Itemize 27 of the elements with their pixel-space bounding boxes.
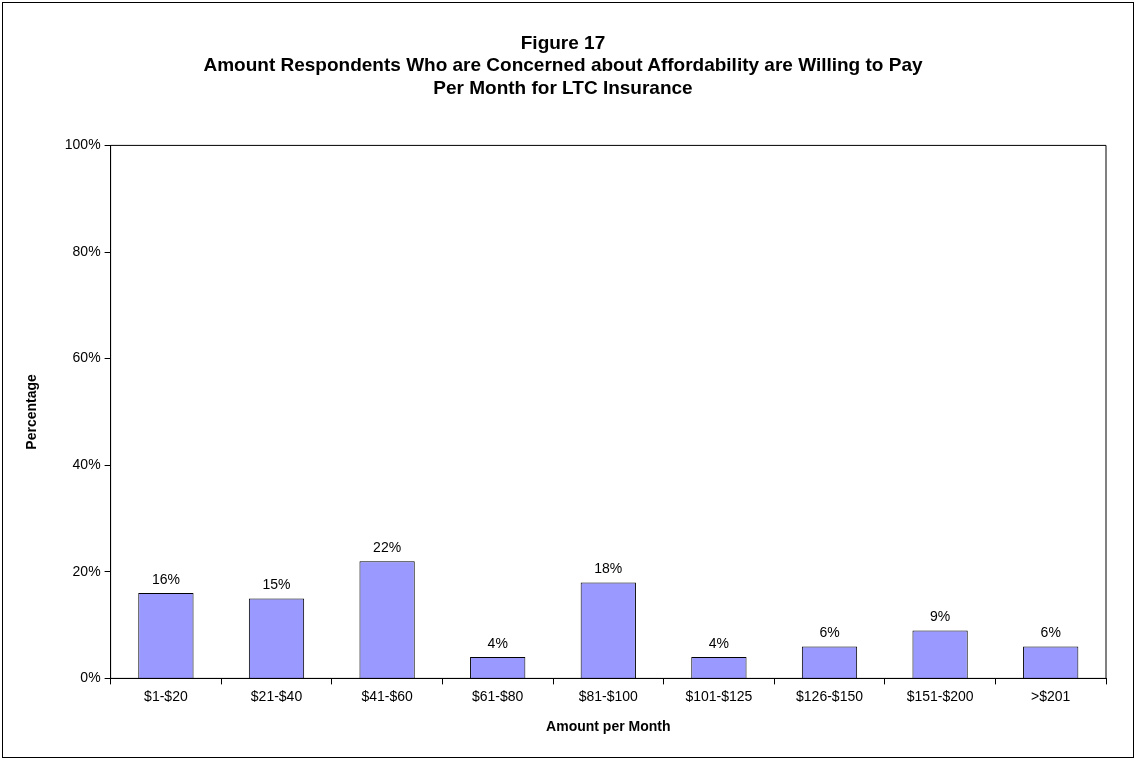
data-label: 15% [262,576,291,593]
x-tick-label: $101-$125 [685,687,753,704]
y-axis-title: Percentage [23,373,40,450]
data-label: 22% [373,539,402,555]
x-tick-label: $61-$80 [472,687,524,704]
y-tick-label: 100% [64,136,101,153]
x-tick-label: $81-$100 [578,687,639,704]
data-label: 6% [1040,624,1061,641]
y-tick-label: 0% [80,669,101,686]
x-tick-label: $41-$60 [361,687,413,704]
y-tick-label: 60% [72,349,101,366]
data-label: 4% [487,634,508,651]
data-label: 18% [594,560,623,577]
data-label: 16% [151,570,180,587]
x-tick-label: >$201 [1031,687,1071,704]
x-axis-title: Amount per Month [546,718,671,735]
x-tick-label: $1-$20 [144,687,188,704]
chart-title: Figure 17 Amount Respondents Who are Concerned about Affordability are Willing to Pay Per Month for LTC Insurance [203,31,923,99]
data-label: 4% [708,634,730,651]
y-tick-label: 80% [72,242,101,259]
y-tick-label: 20% [72,562,101,579]
x-tick-label: $126-$150 [796,687,864,704]
data-label: 9% [929,608,951,625]
x-tick-label: $21-$40 [250,687,303,704]
y-tick-label: 40% [72,456,101,473]
x-tick-label: $151-$200 [906,687,974,704]
data-label: 6% [819,624,840,641]
